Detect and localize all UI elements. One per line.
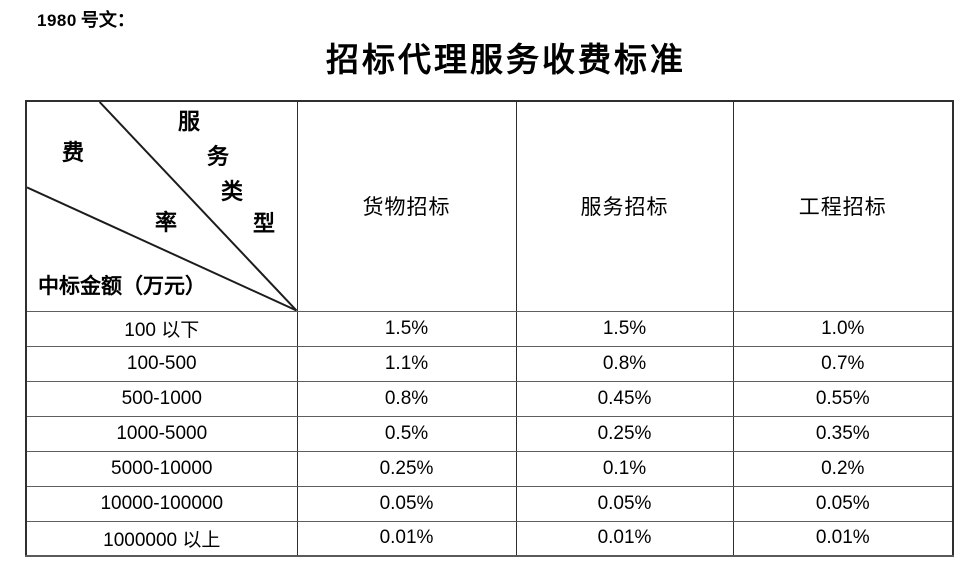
corner-label-rate-char: 率: [155, 210, 178, 235]
fee-rate-cell: 0.05%: [515, 485, 734, 522]
fee-rate-cell: 0.2%: [732, 450, 954, 487]
doc-reference: 1980 号文：: [37, 6, 135, 32]
fee-rate-cell: 0.8%: [296, 380, 517, 417]
fee-rate-cell: 0.45%: [515, 380, 734, 417]
fee-rate-cell: 0.5%: [296, 415, 517, 452]
row-label-amount-range: 1000000 以上: [25, 520, 298, 557]
fee-rate-cell: 1.5%: [296, 310, 517, 347]
fee-rate-cell: 1.1%: [296, 345, 517, 382]
fee-rate-cell: 0.01%: [296, 520, 517, 557]
page-title: 招标代理服务收费标准: [326, 43, 686, 79]
fee-rate-cell: 0.05%: [732, 485, 954, 522]
corner-label-service-type-char: 型: [253, 211, 276, 236]
row-label-amount-range: 10000-100000: [25, 485, 298, 522]
corner-label-rate-char: 费: [62, 140, 85, 165]
column-header-services-bidding: 服务招标: [515, 100, 734, 312]
row-label-amount-range: 100 以下: [25, 310, 298, 347]
doc-reference-number: 1980: [37, 11, 77, 30]
fee-standard-table: 服 务 类 型 费 率 中标金额（万元） 货物招标 服务招标 工程招标 100 …: [25, 100, 954, 557]
fee-rate-cell: 0.35%: [732, 415, 954, 452]
diagonal-divider-lines: [27, 102, 296, 310]
row-label-amount-range: 500-1000: [25, 380, 298, 417]
table-row: 1000000 以上 0.01% 0.01% 0.01%: [25, 520, 954, 557]
corner-label-service-type-char: 服: [178, 109, 201, 134]
corner-label-service-type-char: 务: [207, 144, 230, 169]
row-label-amount-range: 1000-5000: [25, 415, 298, 452]
fee-rate-cell: 0.01%: [515, 520, 734, 557]
fee-rate-cell: 0.7%: [732, 345, 954, 382]
fee-rate-cell: 1.0%: [732, 310, 954, 347]
table-row: 10000-100000 0.05% 0.05% 0.05%: [25, 485, 954, 522]
fee-rate-cell: 0.25%: [515, 415, 734, 452]
table-row: 100 以下 1.5% 1.5% 1.0%: [25, 310, 954, 347]
table-header-row: 服 务 类 型 费 率 中标金额（万元） 货物招标 服务招标 工程招标: [25, 100, 954, 312]
doc-reference-suffix: 号文：: [80, 10, 135, 30]
fee-rate-cell: 1.5%: [515, 310, 734, 347]
corner-label-service-type-char: 类: [221, 179, 244, 204]
column-header-works-bidding: 工程招标: [732, 100, 954, 312]
fee-rate-cell: 0.05%: [296, 485, 517, 522]
table-row: 1000-5000 0.5% 0.25% 0.35%: [25, 415, 954, 452]
table-row: 500-1000 0.8% 0.45% 0.55%: [25, 380, 954, 417]
row-label-amount-range: 5000-10000: [25, 450, 298, 487]
fee-rate-cell: 0.01%: [732, 520, 954, 557]
row-label-amount-range: 100-500: [25, 345, 298, 382]
table-row: 5000-10000 0.25% 0.1% 0.2%: [25, 450, 954, 487]
column-header-goods-bidding: 货物招标: [296, 100, 517, 312]
fee-rate-cell: 0.8%: [515, 345, 734, 382]
diagonal-header-cell: 服 务 类 型 费 率 中标金额（万元）: [25, 100, 298, 312]
table-row: 100-500 1.1% 0.8% 0.7%: [25, 345, 954, 382]
fee-rate-cell: 0.55%: [732, 380, 954, 417]
fee-rate-cell: 0.25%: [296, 450, 517, 487]
corner-label-bid-amount: 中标金额（万元）: [38, 274, 206, 298]
fee-rate-cell: 0.1%: [515, 450, 734, 487]
